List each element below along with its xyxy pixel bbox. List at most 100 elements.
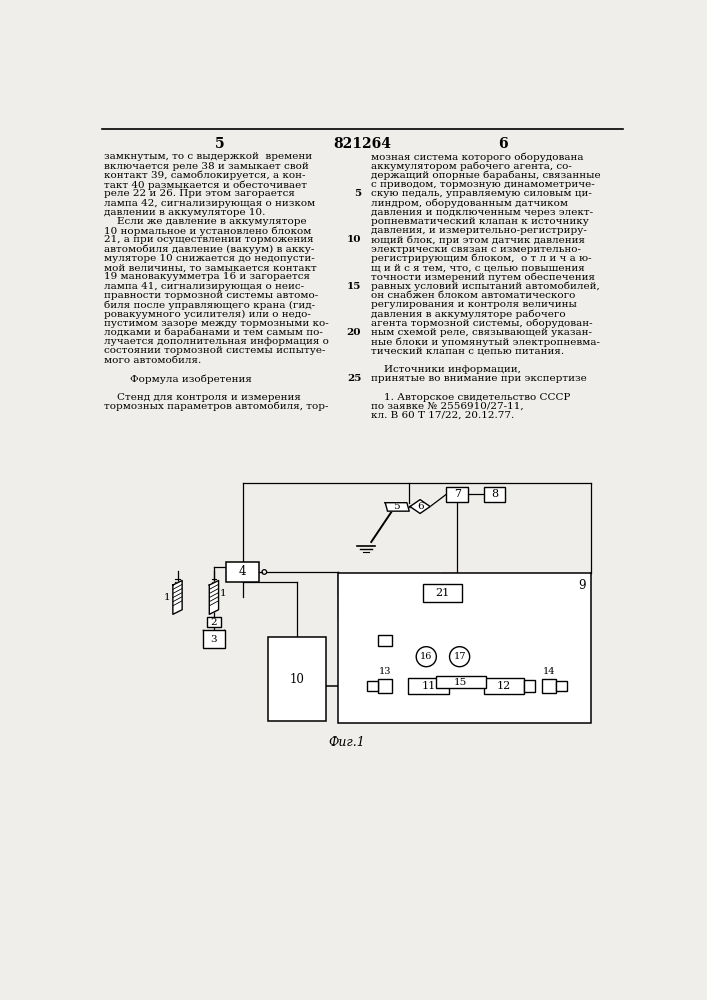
Text: 19 мановакуумметра 16 и загорается: 19 мановакуумметра 16 и загорается xyxy=(104,272,310,281)
Text: такт 40 размыкается и обесточивает: такт 40 размыкается и обесточивает xyxy=(104,180,307,190)
Text: 17: 17 xyxy=(453,652,466,661)
Text: 1: 1 xyxy=(163,593,170,602)
Text: 16: 16 xyxy=(420,652,433,661)
Bar xyxy=(484,487,506,502)
Text: щ и й с я тем, что, с целью повышения: щ и й с я тем, что, с целью повышения xyxy=(371,263,585,272)
Text: давлении в аккумуляторе 10.: давлении в аккумуляторе 10. xyxy=(104,208,265,217)
Text: лучается дополнительная информация о: лучается дополнительная информация о xyxy=(104,337,329,346)
Text: 1: 1 xyxy=(220,589,227,598)
Bar xyxy=(423,584,462,602)
Text: контакт 39, самоблокируется, а кон-: контакт 39, самоблокируется, а кон- xyxy=(104,171,305,180)
Text: 21: 21 xyxy=(436,588,450,598)
Bar xyxy=(226,562,259,582)
Bar xyxy=(338,573,590,723)
Text: правности тормозной системы автомо-: правности тормозной системы автомо- xyxy=(104,291,318,300)
Text: 13: 13 xyxy=(379,667,392,676)
Text: 14: 14 xyxy=(542,667,555,676)
Text: 21, а при осуществлении торможения: 21, а при осуществлении торможения xyxy=(104,235,313,244)
Polygon shape xyxy=(209,580,218,614)
Bar xyxy=(484,678,524,694)
Text: 2: 2 xyxy=(211,618,217,627)
Text: кл. В 60 Т 17/22, 20.12.77.: кл. В 60 Т 17/22, 20.12.77. xyxy=(371,411,515,420)
Text: 25: 25 xyxy=(347,374,361,383)
Text: держащий опорные барабаны, связанные: держащий опорные барабаны, связанные xyxy=(371,171,601,180)
Text: тормозных параметров автомобиля, тор-: тормозных параметров автомобиля, тор- xyxy=(104,402,328,411)
Text: линдром, оборудованным датчиком: линдром, оборудованным датчиком xyxy=(371,199,568,208)
Text: Источники информации,: Источники информации, xyxy=(371,365,521,374)
Text: 9: 9 xyxy=(578,579,586,592)
Text: 7: 7 xyxy=(454,489,461,499)
Text: пустимом зазоре между тормозными ко-: пустимом зазоре между тормозными ко- xyxy=(104,319,329,328)
Text: автомобиля давление (вакуум) в акку-: автомобиля давление (вакуум) в акку- xyxy=(104,245,314,254)
Bar xyxy=(436,676,486,688)
Bar xyxy=(378,635,392,646)
Bar xyxy=(446,487,468,502)
Text: 6: 6 xyxy=(498,137,508,151)
Text: 5: 5 xyxy=(392,502,399,511)
Text: ровакуумного усилителя) или о недо-: ровакуумного усилителя) или о недо- xyxy=(104,309,311,319)
Text: с приводом, тормозную динамометриче-: с приводом, тормозную динамометриче- xyxy=(371,180,595,189)
Text: скую педаль, управляемую силовым ци-: скую педаль, управляемую силовым ци- xyxy=(371,189,592,198)
Text: агента тормозной системы, оборудован-: агента тормозной системы, оборудован- xyxy=(371,319,593,328)
Bar xyxy=(542,679,556,693)
Text: ющий блок, при этом датчик давления: ющий блок, при этом датчик давления xyxy=(371,235,585,245)
Text: лампа 42, сигнализирующая о низком: лампа 42, сигнализирующая о низком xyxy=(104,199,315,208)
Polygon shape xyxy=(410,500,430,513)
Text: лодками и барабанами и тем самым по-: лодками и барабанами и тем самым по- xyxy=(104,328,323,337)
Text: ным схемой реле, связывающей указан-: ным схемой реле, связывающей указан- xyxy=(371,328,592,337)
Text: 11: 11 xyxy=(421,681,436,691)
Text: включается реле 38 и замыкает свой: включается реле 38 и замыкает свой xyxy=(104,162,309,171)
Circle shape xyxy=(450,647,469,667)
Text: 20: 20 xyxy=(346,328,361,337)
Text: 6: 6 xyxy=(416,502,423,511)
Bar xyxy=(207,617,221,627)
Text: 4: 4 xyxy=(239,565,246,578)
Text: 5: 5 xyxy=(216,137,225,151)
Text: мой величины, то замыкается контакт: мой величины, то замыкается контакт xyxy=(104,263,317,272)
Text: равных условий испытаний автомобилей,: равных условий испытаний автомобилей, xyxy=(371,282,600,291)
Text: 10: 10 xyxy=(346,235,361,244)
Bar xyxy=(368,681,378,691)
Text: мого автомобиля.: мого автомобиля. xyxy=(104,356,201,365)
Text: регулирования и контроля величины: регулирования и контроля величины xyxy=(371,300,577,309)
Text: замкнутым, то с выдержкой  времени: замкнутым, то с выдержкой времени xyxy=(104,152,312,161)
Text: 8: 8 xyxy=(491,489,498,499)
Text: аккумулятором рабочего агента, со-: аккумулятором рабочего агента, со- xyxy=(371,162,572,171)
Bar xyxy=(524,680,534,692)
Text: мозная система которого оборудована: мозная система которого оборудована xyxy=(371,152,584,162)
Polygon shape xyxy=(385,503,409,511)
Text: Стенд для контроля и измерения: Стенд для контроля и измерения xyxy=(104,393,300,402)
Bar xyxy=(268,637,325,721)
Text: 821264: 821264 xyxy=(333,137,391,151)
Text: Если же давление в аккумуляторе: Если же давление в аккумуляторе xyxy=(104,217,307,226)
Text: точности измерений путем обеспечения: точности измерений путем обеспечения xyxy=(371,272,595,282)
Text: по заявке № 2556910/27-11,: по заявке № 2556910/27-11, xyxy=(371,402,524,411)
Text: электрически связан с измерительно-: электрически связан с измерительно- xyxy=(371,245,581,254)
Text: 1. Авторское свидетельство СССР: 1. Авторское свидетельство СССР xyxy=(371,393,571,402)
Bar xyxy=(409,678,449,694)
Text: 5: 5 xyxy=(354,189,361,198)
Text: лампа 41, сигнализирующая о неис-: лампа 41, сигнализирующая о неис- xyxy=(104,282,304,291)
Text: 10 нормальное и установлено блоком: 10 нормальное и установлено блоком xyxy=(104,226,311,236)
Text: тический клапан с цепью питания.: тический клапан с цепью питания. xyxy=(371,346,564,355)
Text: давления, и измерительно-регистриру-: давления, и измерительно-регистриру- xyxy=(371,226,587,235)
Bar xyxy=(556,681,566,691)
Text: 10: 10 xyxy=(289,673,304,686)
Text: 3: 3 xyxy=(211,635,217,644)
Text: принятые во внимание при экспертизе: принятые во внимание при экспертизе xyxy=(371,374,587,383)
Text: состоянии тормозной системы испытуе-: состоянии тормозной системы испытуе- xyxy=(104,346,325,355)
Text: регистрирующим блоком,  о т л и ч а ю-: регистрирующим блоком, о т л и ч а ю- xyxy=(371,254,592,263)
Text: 15: 15 xyxy=(454,678,467,687)
Text: давления в аккумуляторе рабочего: давления в аккумуляторе рабочего xyxy=(371,309,566,319)
Bar xyxy=(203,630,225,648)
Text: биля после управляющего крана (гид-: биля после управляющего крана (гид- xyxy=(104,300,315,310)
Text: 15: 15 xyxy=(347,282,361,291)
Text: давления и подключенным через элект-: давления и подключенным через элект- xyxy=(371,208,593,217)
Bar xyxy=(378,679,392,693)
Text: Формула изобретения: Формула изобретения xyxy=(104,374,252,384)
Text: Фиг.1: Фиг.1 xyxy=(329,736,366,749)
Text: он снабжен блоком автоматического: он снабжен блоком автоматического xyxy=(371,291,575,300)
Text: ные блоки и упомянутый электропневма-: ные блоки и упомянутый электропневма- xyxy=(371,337,600,347)
Text: муляторе 10 снижается до недопусти-: муляторе 10 снижается до недопусти- xyxy=(104,254,315,263)
Text: ропневматический клапан к источнику: ропневматический клапан к источнику xyxy=(371,217,589,226)
